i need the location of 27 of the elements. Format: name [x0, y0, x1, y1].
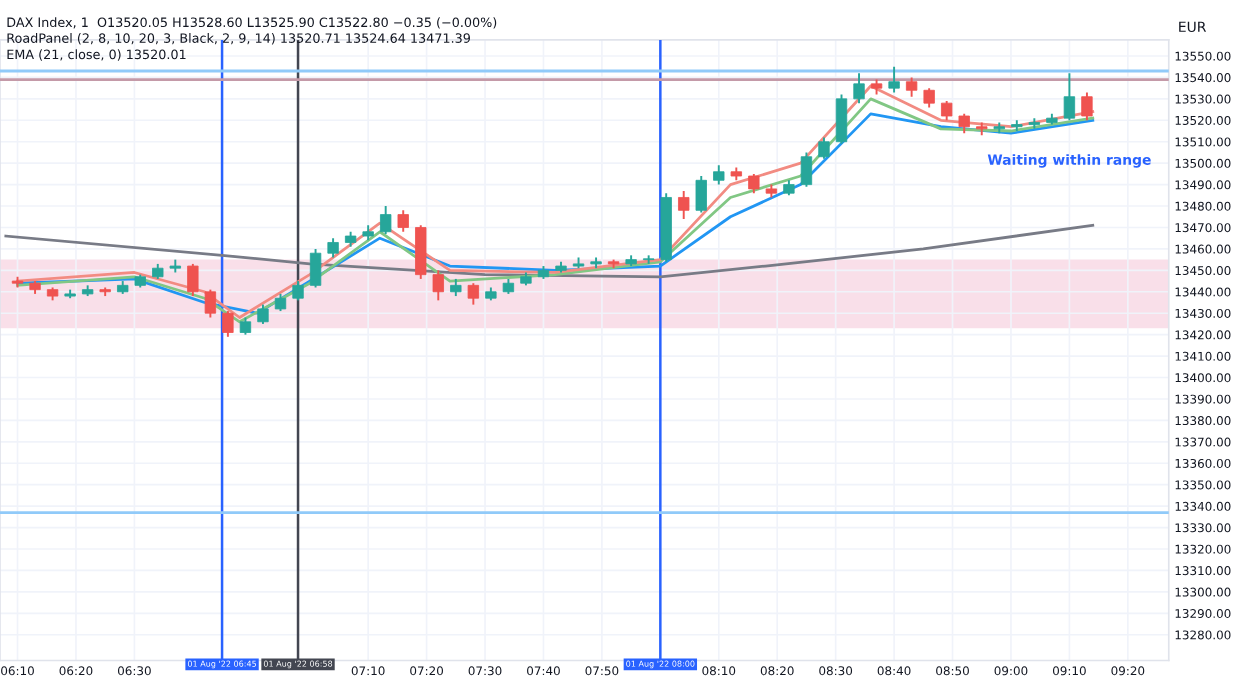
candlestick — [853, 72, 865, 105]
candlestick — [187, 262, 199, 298]
candlestick — [467, 282, 480, 306]
candlestick — [678, 190, 690, 220]
candlestick — [800, 151, 813, 188]
candlestick — [888, 65, 900, 94]
candlestick — [327, 237, 339, 259]
candlestick — [958, 112, 970, 135]
candlestick — [748, 172, 760, 195]
candlestick — [835, 93, 848, 145]
candlestick — [380, 205, 392, 235]
candlestick — [905, 76, 918, 98]
candlestick — [923, 87, 935, 109]
candlestick — [292, 280, 304, 302]
candlestick — [204, 288, 217, 319]
candlestick — [941, 100, 953, 122]
candlestick — [713, 164, 725, 186]
candlestick — [432, 269, 444, 302]
candlestick — [818, 136, 830, 160]
candlestick — [1081, 91, 1093, 122]
candlestick — [222, 310, 234, 338]
candlestick — [309, 247, 322, 289]
candlestick — [415, 224, 427, 280]
candlestick — [397, 209, 409, 233]
candlestick — [257, 303, 269, 325]
candlestick — [1063, 72, 1076, 122]
candlestick — [695, 175, 707, 214]
